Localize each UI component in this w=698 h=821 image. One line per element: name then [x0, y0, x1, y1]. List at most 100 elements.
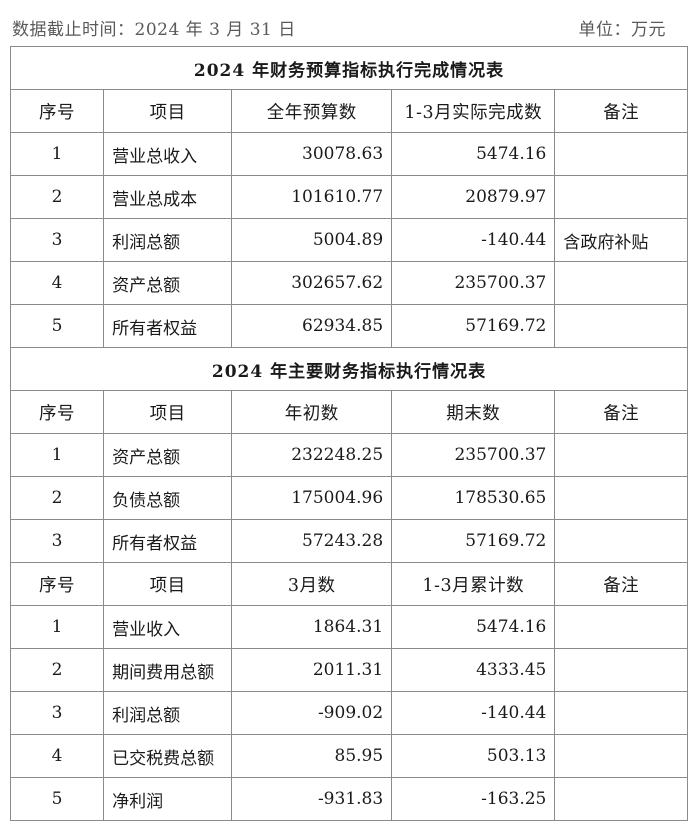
row-value-second: 5474.16 — [391, 132, 556, 176]
row-sequence: 1 — [9, 605, 105, 649]
column-header: 备注 — [554, 562, 688, 606]
column-header: 年初数 — [231, 390, 393, 434]
table-row: 2 营业总成本 101610.77 20879.97 — [9, 175, 688, 219]
table-row: 1 资产总额 232248.25 235700.37 — [9, 433, 688, 477]
unit-label: 单位：万元 — [578, 20, 666, 41]
table-title-row: 2024 年主要财务指标执行情况表 — [10, 347, 688, 391]
row-item-name: 营业总收入 — [103, 132, 233, 176]
row-remark — [554, 691, 688, 735]
column-header: 序号 — [9, 562, 105, 606]
row-value-first: 2011.31 — [231, 648, 393, 692]
row-value-second: 5474.16 — [391, 605, 556, 649]
row-value-first: 1864.31 — [231, 605, 393, 649]
row-value-second: -140.44 — [391, 691, 556, 735]
table-row: 3 所有者权益 57243.28 57169.72 — [9, 519, 688, 563]
row-sequence: 1 — [9, 433, 105, 477]
row-remark — [554, 433, 688, 477]
row-item-name: 利润总额 — [103, 691, 233, 735]
table-row: 1 营业总收入 30078.63 5474.16 — [9, 132, 688, 176]
row-value-first: 101610.77 — [231, 175, 393, 219]
row-value-first: 302657.62 — [231, 261, 393, 305]
row-sequence: 2 — [9, 476, 105, 520]
row-value-second: 20879.97 — [391, 175, 556, 219]
report-caption: 数据截止时间：2024 年 3 月 31 日 单位：万元 — [0, 0, 698, 46]
row-item-name: 净利润 — [103, 777, 233, 821]
financial-tables: 2024 年财务预算指标执行完成情况表 序号 项目 全年预算数 1-3月实际完成数 备注 1… — [9, 46, 688, 821]
row-remark — [554, 605, 688, 649]
row-item-name: 营业总成本 — [103, 175, 233, 219]
row-remark — [554, 648, 688, 692]
column-header: 备注 — [554, 390, 688, 434]
row-sequence: 3 — [9, 218, 105, 262]
row-item-name: 期间费用总额 — [103, 648, 233, 692]
row-remark — [554, 519, 688, 563]
row-remark — [554, 734, 688, 778]
table-title-row: 2024 年财务预算指标执行完成情况表 — [10, 46, 688, 90]
row-sequence: 5 — [9, 304, 105, 348]
table-row: 3 利润总额 -909.02 -140.44 — [9, 691, 688, 735]
table-row: 5 所有者权益 62934.85 57169.72 — [9, 304, 688, 348]
column-header: 备注 — [554, 89, 688, 133]
row-value-second: 235700.37 — [391, 261, 556, 305]
column-header: 1-3月实际完成数 — [391, 89, 556, 133]
column-header: 期末数 — [391, 390, 556, 434]
row-value-first: -931.83 — [231, 777, 393, 821]
table-row: 3 利润总额 5004.89 -140.44 含政府补贴 — [9, 218, 688, 262]
table-row: 1 营业收入 1864.31 5474.16 — [9, 605, 688, 649]
column-header: 3月数 — [231, 562, 393, 606]
row-item-name: 营业收入 — [103, 605, 233, 649]
row-item-name: 资产总额 — [103, 261, 233, 305]
table-header-row: 序号 项目 全年预算数 1-3月实际完成数 备注 — [9, 89, 688, 133]
row-sequence: 5 — [9, 777, 105, 821]
row-remark: 含政府补贴 — [554, 218, 688, 262]
table-row: 5 净利润 -931.83 -163.25 — [9, 777, 688, 821]
row-remark — [554, 304, 688, 348]
row-item-name: 负债总额 — [103, 476, 233, 520]
row-value-second: 57169.72 — [391, 304, 556, 348]
table-title: 2024 年主要财务指标执行情况表 — [10, 347, 688, 391]
row-value-first: 85.95 — [231, 734, 393, 778]
column-header: 项目 — [103, 562, 233, 606]
row-value-second: 503.13 — [391, 734, 556, 778]
row-remark — [554, 777, 688, 821]
row-value-first: 30078.63 — [231, 132, 393, 176]
row-value-second: -140.44 — [391, 218, 556, 262]
row-item-name: 已交税费总额 — [103, 734, 233, 778]
row-remark — [554, 476, 688, 520]
column-header: 全年预算数 — [231, 89, 393, 133]
row-sequence: 4 — [9, 261, 105, 305]
row-sequence: 2 — [9, 175, 105, 219]
row-sequence: 3 — [9, 691, 105, 735]
row-sequence: 1 — [9, 132, 105, 176]
row-item-name: 所有者权益 — [103, 304, 233, 348]
row-remark — [554, 132, 688, 176]
data-cutoff-date: 数据截止时间：2024 年 3 月 31 日 — [12, 20, 296, 41]
row-value-second: 57169.72 — [391, 519, 556, 563]
row-sequence: 2 — [9, 648, 105, 692]
row-value-first: 232248.25 — [231, 433, 393, 477]
column-header: 序号 — [9, 89, 105, 133]
row-item-name: 所有者权益 — [103, 519, 233, 563]
row-remark — [554, 261, 688, 305]
table-row: 2 期间费用总额 2011.31 4333.45 — [9, 648, 688, 692]
column-header: 序号 — [9, 390, 105, 434]
table-title: 2024 年财务预算指标执行完成情况表 — [10, 46, 688, 90]
row-value-second: 178530.65 — [391, 476, 556, 520]
column-header: 项目 — [103, 390, 233, 434]
row-value-first: 175004.96 — [231, 476, 393, 520]
row-sequence: 4 — [9, 734, 105, 778]
row-value-first: 57243.28 — [231, 519, 393, 563]
row-value-first: 62934.85 — [231, 304, 393, 348]
row-item-name: 利润总额 — [103, 218, 233, 262]
row-value-first: -909.02 — [231, 691, 393, 735]
row-value-second: 4333.45 — [391, 648, 556, 692]
row-remark — [554, 175, 688, 219]
table-row: 4 已交税费总额 85.95 503.13 — [9, 734, 688, 778]
column-header: 1-3月累计数 — [391, 562, 556, 606]
column-header: 项目 — [103, 89, 233, 133]
table-row: 4 资产总额 302657.62 235700.37 — [9, 261, 688, 305]
row-value-second: -163.25 — [391, 777, 556, 821]
table-header-row: 序号 项目 3月数 1-3月累计数 备注 — [9, 562, 688, 606]
table-header-row: 序号 项目 年初数 期末数 备注 — [9, 390, 688, 434]
